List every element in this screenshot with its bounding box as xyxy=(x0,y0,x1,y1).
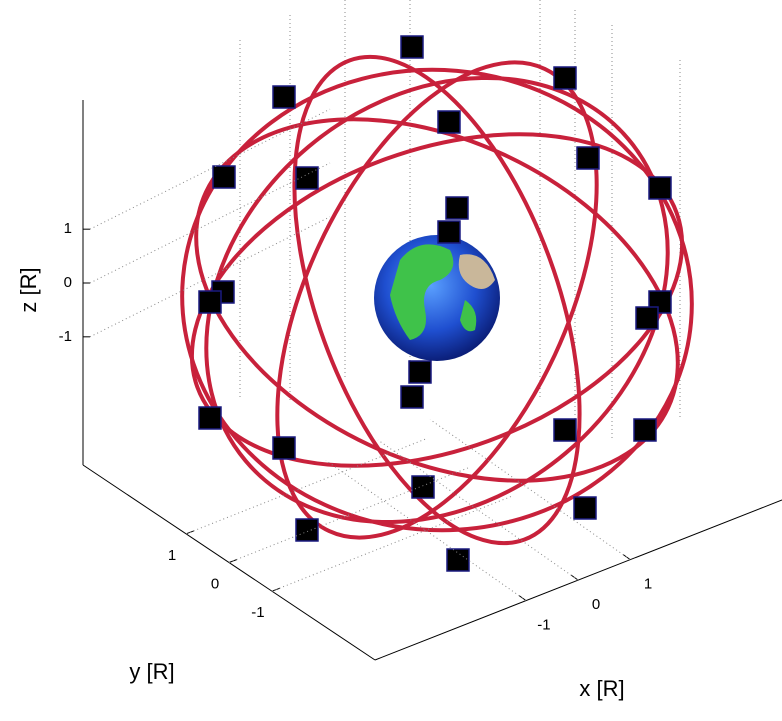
satellite xyxy=(447,549,469,571)
satellite xyxy=(296,167,318,189)
earth xyxy=(374,235,500,361)
x-tick-label: -1 xyxy=(537,616,550,633)
satellite xyxy=(554,419,576,441)
y-tick-label: 1 xyxy=(168,547,176,564)
satellite xyxy=(199,291,221,313)
satellite xyxy=(409,361,431,383)
chart: z [R] y [R] x [R] -1 0 1 -1 0 1 -1 0 1 xyxy=(0,0,782,721)
y-tick-label: 0 xyxy=(211,575,219,592)
satellite xyxy=(296,519,318,541)
back-grid xyxy=(240,0,680,440)
satellite xyxy=(446,197,468,219)
y-axis-label: y [R] xyxy=(129,659,174,684)
satellite xyxy=(438,111,460,133)
x-axis-label: x [R] xyxy=(579,676,624,701)
z-axis-label: z [R] xyxy=(16,267,41,312)
satellite xyxy=(273,86,295,108)
satellite xyxy=(636,307,658,329)
satellite xyxy=(401,36,423,58)
y-tick-label: -1 xyxy=(251,604,264,621)
satellite xyxy=(438,221,460,243)
satellite xyxy=(401,386,423,408)
z-tick-label: -1 xyxy=(59,328,72,345)
satellite xyxy=(412,476,434,498)
satellite xyxy=(574,497,596,519)
grid-line xyxy=(272,496,512,591)
x-tick-label: 1 xyxy=(644,575,652,592)
z-tick-label: 1 xyxy=(64,220,72,237)
x-tick-label: 0 xyxy=(592,596,600,613)
z-tick-label: 0 xyxy=(64,274,72,291)
satellite xyxy=(273,437,295,459)
satellite xyxy=(199,407,221,429)
satellite xyxy=(213,166,235,188)
satellite xyxy=(634,419,656,441)
satellite xyxy=(649,177,671,199)
satellite xyxy=(577,147,599,169)
satellite xyxy=(554,67,576,89)
